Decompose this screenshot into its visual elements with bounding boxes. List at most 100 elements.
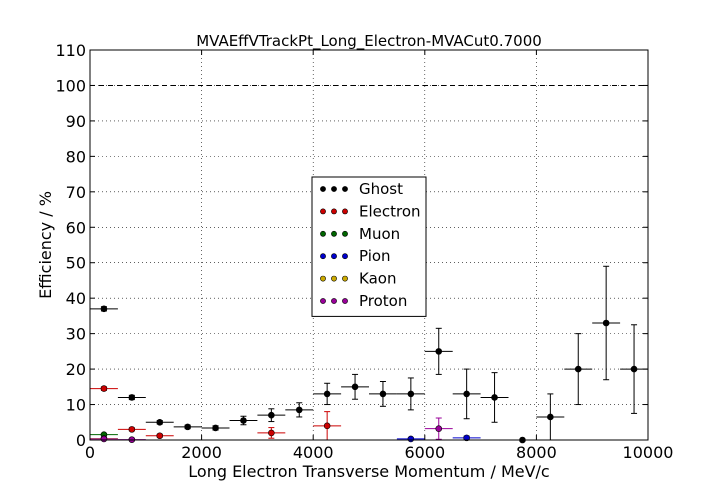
ghost-marker [156, 418, 164, 426]
ghost-point [313, 382, 342, 406]
y-tick-label: 80 [66, 147, 86, 166]
x-tick-label: 4000 [293, 443, 334, 462]
ghost-point [173, 423, 202, 431]
ghost-marker [268, 411, 275, 419]
x-tick-label: 8000 [516, 443, 557, 462]
electron-marker [100, 385, 108, 392]
ghost-point [452, 368, 481, 420]
legend-marker-electron [342, 208, 348, 215]
legend-marker-ghost [342, 186, 348, 192]
x-tick-labels: 0 2000 4000 6000 8000 10000 [85, 443, 674, 462]
legend-label-pion: Pion [359, 247, 391, 265]
electron-marker [128, 426, 136, 433]
legend-marker-muon [331, 230, 337, 237]
ghost-marker [407, 390, 415, 398]
legend-marker-muon [342, 230, 348, 237]
ghost-point [480, 372, 509, 423]
series-electron [90, 385, 342, 441]
legend-marker-proton [320, 298, 326, 304]
legend-entry-kaon: Kaon [320, 270, 396, 288]
y-axis-label: Efficiency / % [36, 191, 55, 299]
plot-frame [89, 49, 649, 441]
x-tick-label: 10000 [623, 443, 674, 462]
proton-marker [435, 425, 443, 432]
legend-marker-pion [320, 253, 326, 260]
chart-title: MVAEffVTrackPt_Long_Electron-MVACut0.700… [196, 32, 542, 51]
legend-entry-ghost: Ghost [320, 180, 403, 198]
x-tick-label: 2000 [181, 443, 222, 462]
ghost-marker [547, 413, 554, 421]
ghost-marker [602, 319, 610, 327]
ghost-point [257, 408, 286, 423]
legend-marker-muon [320, 230, 326, 237]
y-tick-label: 30 [66, 325, 86, 344]
electron-point [257, 427, 286, 439]
y-tick-label: 100 [55, 76, 86, 95]
legend-marker-pion [331, 253, 337, 260]
legend-label-ghost: Ghost [359, 180, 403, 198]
electron-marker [323, 422, 331, 430]
y-tick-label: 50 [66, 254, 86, 273]
ghost-point [341, 373, 369, 400]
ghost-marker [323, 390, 331, 398]
legend-marker-ghost [320, 186, 326, 192]
y-tick-label: 110 [55, 41, 86, 60]
ghost-marker [240, 417, 247, 424]
ghost-point [424, 327, 453, 375]
y-tick-label: 10 [66, 396, 86, 415]
ghost-marker [630, 365, 638, 373]
ghost-point [369, 381, 397, 407]
legend-label-muon: Muon [359, 225, 400, 243]
electron-point [313, 411, 342, 441]
ghost-point [201, 424, 230, 432]
legend: Ghost Electron Muon Pion Kaon Proton [311, 176, 427, 317]
legend-marker-kaon [342, 275, 348, 282]
x-tick-label: 0 [85, 443, 95, 462]
legend-entry-proton: Proton [320, 292, 407, 310]
legend-entry-electron: Electron [320, 202, 421, 220]
axis-ticks [89, 49, 649, 441]
legend-entry-muon: Muon [320, 225, 400, 243]
ghost-marker [184, 423, 191, 431]
legend-marker-ghost [331, 186, 337, 192]
pion-marker [463, 434, 470, 442]
legend-label-proton: Proton [359, 292, 407, 310]
y-tick-labels: 0 10 20 30 40 50 60 70 80 90 100 110 [55, 41, 86, 450]
grid-lines [90, 50, 648, 440]
pion-marker [407, 435, 415, 443]
ghost-marker [128, 394, 136, 401]
electron-point [90, 385, 118, 392]
ghost-marker [100, 305, 108, 313]
legend-marker-kaon [320, 275, 326, 282]
ghost-marker [574, 365, 582, 373]
y-tick-label: 70 [66, 183, 86, 202]
ghost-marker [212, 424, 219, 432]
ghost-point [229, 415, 258, 426]
y-tick-label: 40 [66, 289, 86, 308]
legend-box [311, 176, 427, 317]
legend-marker-kaon [331, 275, 337, 282]
ghost-marker [491, 394, 498, 401]
legend-marker-electron [331, 208, 337, 215]
ghost-marker [351, 383, 359, 391]
x-axis-label: Long Electron Transverse Momentum / MeV/… [188, 462, 549, 481]
ghost-marker [463, 390, 470, 398]
legend-marker-electron [320, 208, 326, 215]
ghost-point [564, 333, 593, 406]
electron-point [117, 426, 146, 433]
ghost-point [285, 402, 314, 418]
x-tick-label: 6000 [404, 443, 445, 462]
ghost-marker [379, 390, 387, 398]
legend-label-electron: Electron [359, 202, 421, 220]
electron-point [145, 432, 174, 440]
ghost-point [396, 377, 425, 411]
electron-marker [268, 429, 275, 437]
ghost-point [117, 394, 146, 401]
ghost-point [592, 265, 621, 381]
y-tick-label: 0 [76, 431, 86, 450]
legend-marker-proton [342, 298, 348, 304]
ghost-marker [295, 406, 303, 414]
legend-entry-pion: Pion [320, 247, 391, 265]
y-tick-label: 20 [66, 360, 86, 379]
